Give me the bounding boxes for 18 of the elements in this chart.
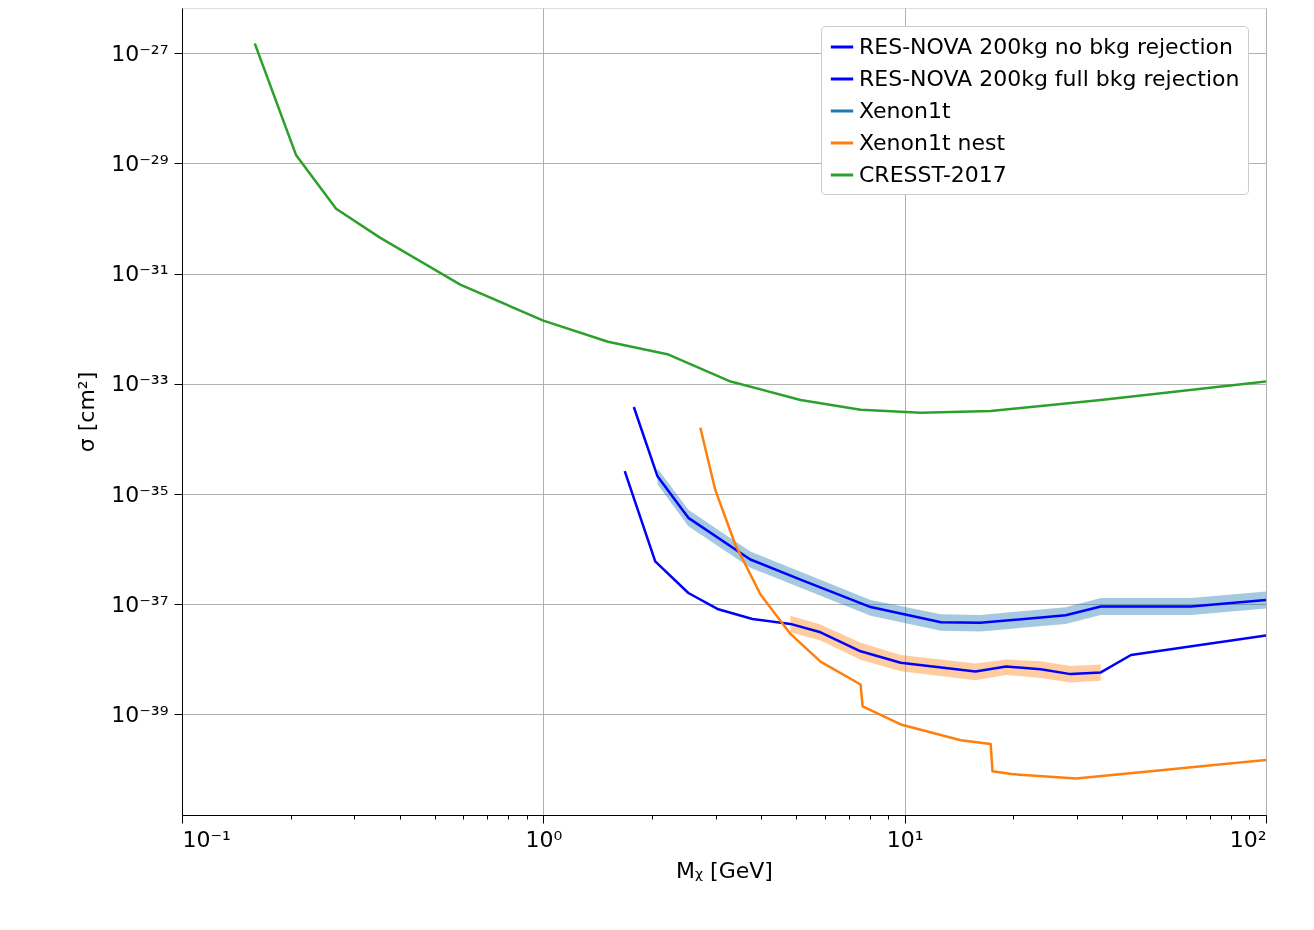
y-tick-label: 10⁻³⁵ <box>111 481 169 507</box>
y-tick-label: 10⁻³³ <box>111 371 169 397</box>
legend-label: RES-NOVA 200kg full bkg rejection <box>859 66 1240 91</box>
y-tick-label: 10⁻³⁹ <box>111 701 169 727</box>
legend-label: RES-NOVA 200kg no bkg rejection <box>859 34 1233 59</box>
legend-label: CRESST-2017 <box>859 162 1007 187</box>
x-tick-label: 10⁰ <box>525 826 563 852</box>
legend-label: Xenon1t nest <box>859 130 1006 155</box>
x-tick-label: 10⁻¹ <box>182 826 231 852</box>
y-tick-label: 10⁻²⁷ <box>111 40 169 66</box>
x-tick-label: 10² <box>1229 826 1267 852</box>
y-tick-label: 10⁻²⁹ <box>111 150 169 176</box>
x-tick-label: 10¹ <box>886 826 924 852</box>
y-axis-title: σ [cm²] <box>74 371 100 453</box>
y-tick-label: 10⁻³¹ <box>111 261 169 287</box>
x-axis-title: Mᵪ [GeV] <box>676 857 773 883</box>
legend-label: Xenon1t <box>859 98 951 123</box>
y-tick-label: 10⁻³⁷ <box>111 591 169 617</box>
